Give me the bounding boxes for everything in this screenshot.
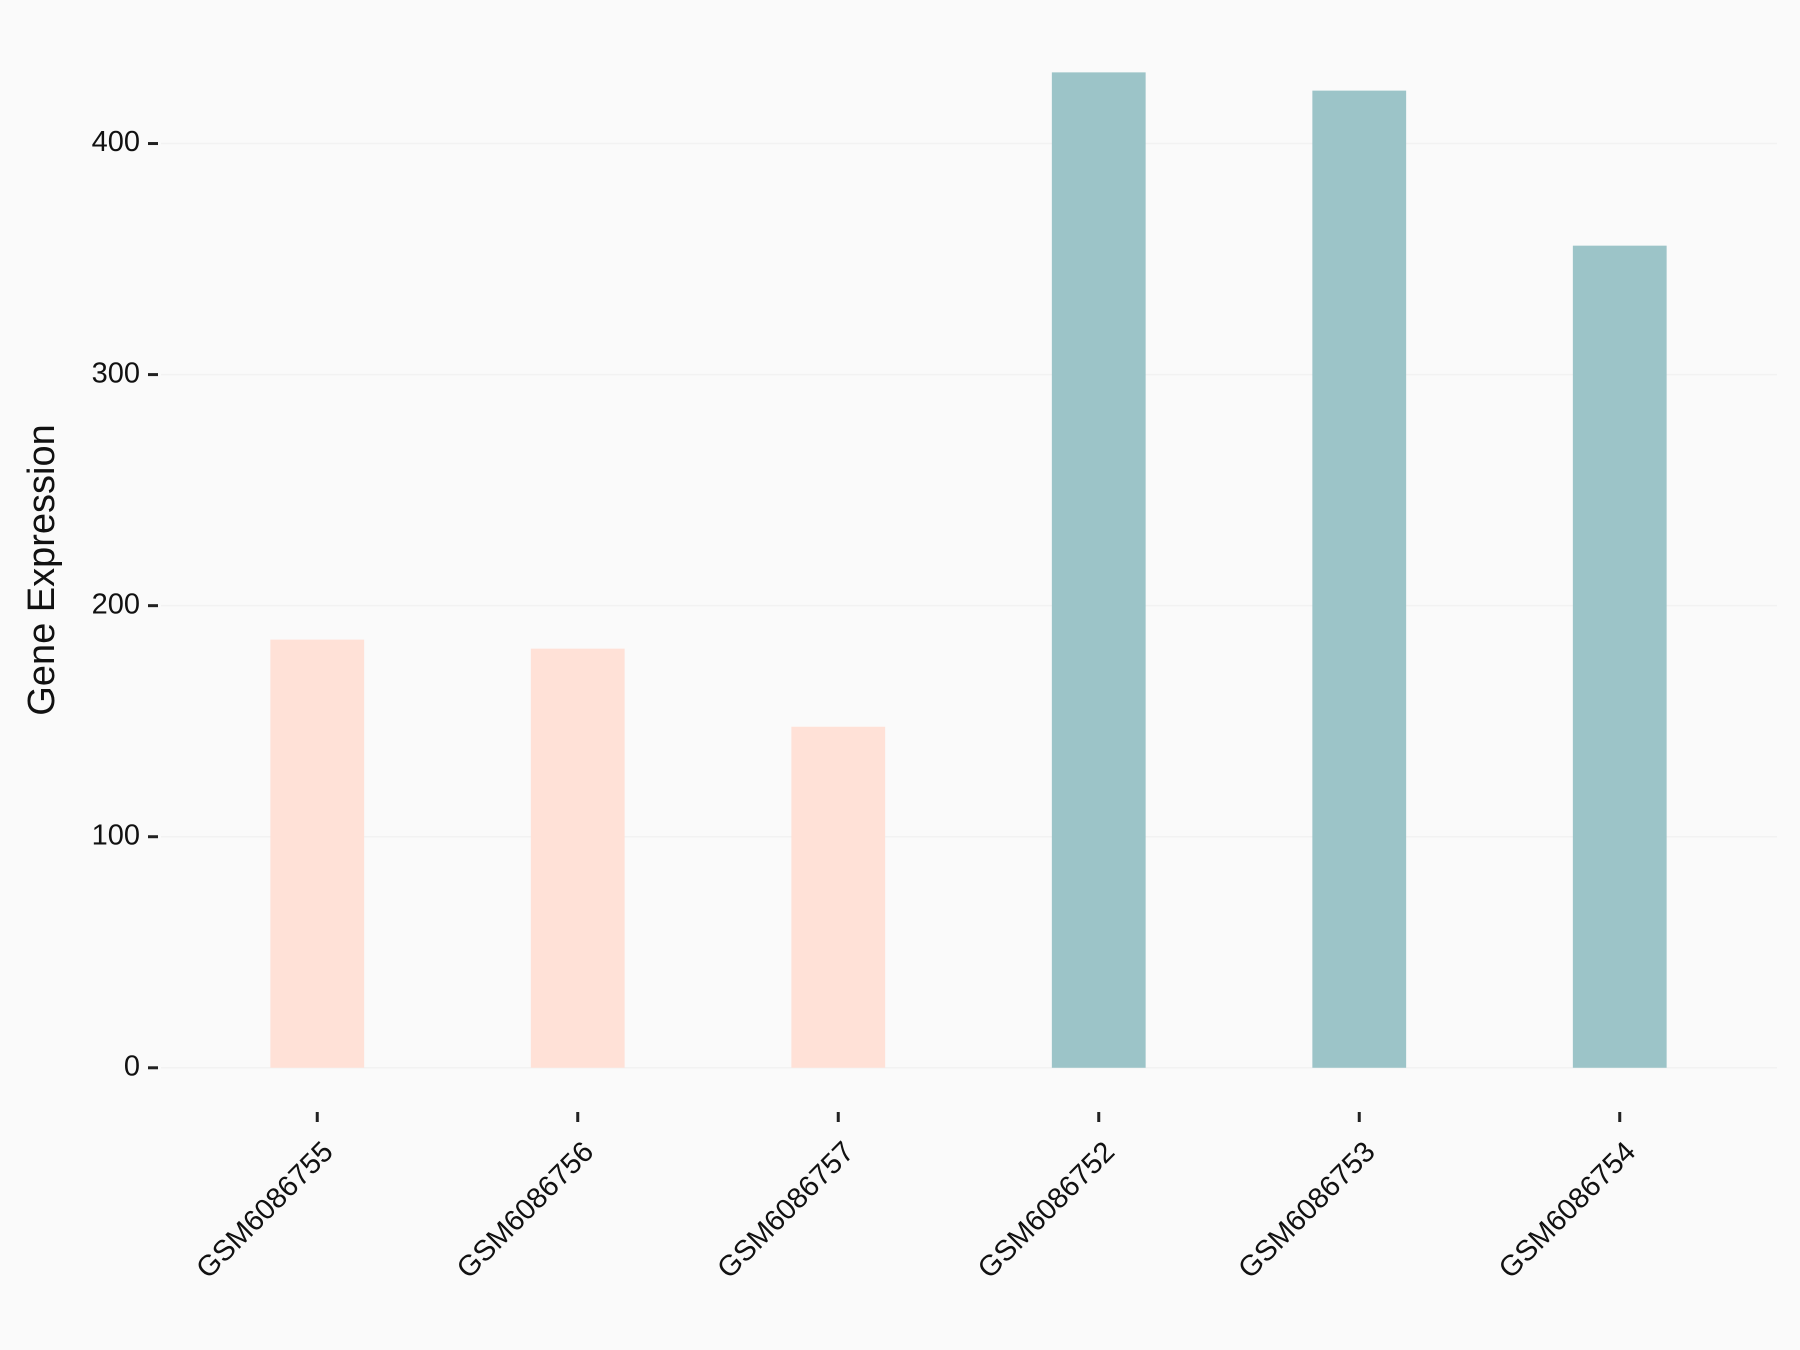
bar [530,648,625,1068]
y-tick-label: 200 [92,588,140,620]
y-tick-label: 0 [124,1050,140,1082]
y-axis-label: Gene Expression [21,424,63,716]
bar [1572,245,1667,1068]
y-tick-label: 300 [92,357,140,389]
y-tick-label: 400 [92,126,140,158]
bar [1051,72,1146,1068]
bar [791,726,886,1068]
bar [1312,90,1407,1068]
bar [270,639,365,1068]
y-tick-label: 100 [92,819,140,851]
